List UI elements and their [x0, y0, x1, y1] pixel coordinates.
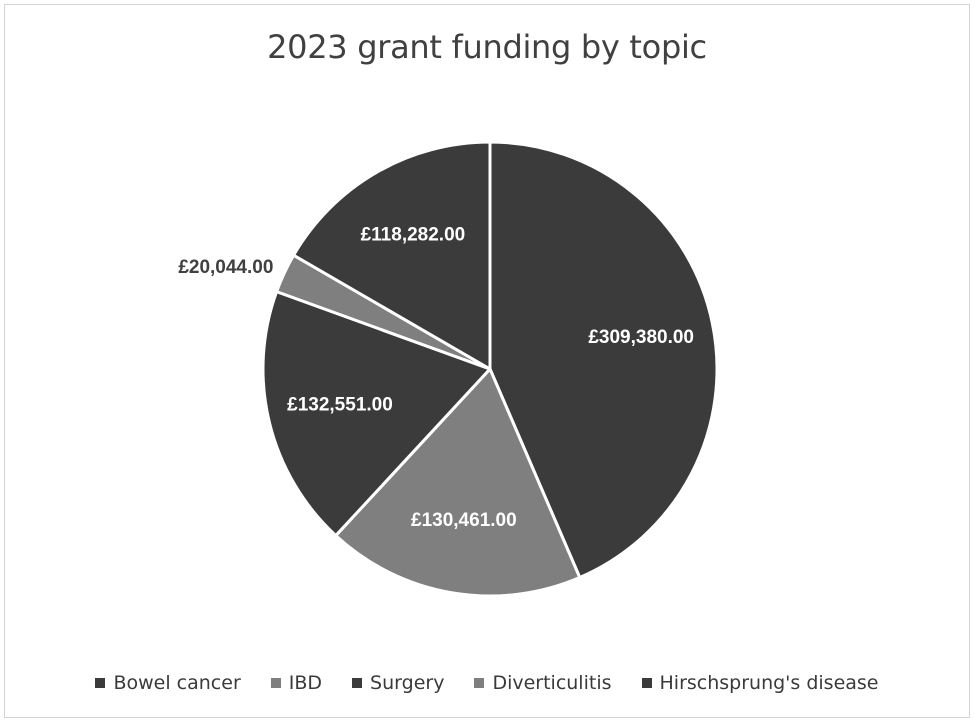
data-label-diverticulitis: £20,044.00 — [178, 257, 273, 278]
data-label-bowel-cancer: £309,380.00 — [588, 327, 694, 348]
legend-swatch — [270, 678, 281, 688]
data-label-ibd: £130,461.00 — [411, 510, 517, 531]
chart-title: 2023 grant funding by topic — [267, 28, 707, 66]
legend-item-diverticulitis: Diverticulitis — [474, 672, 612, 694]
pie-slice-hirschsprung-s-disease — [292, 140, 492, 371]
legend-item-hirschsprung-s-disease: Hirschsprung's disease — [641, 672, 879, 694]
legend-item-ibd: IBD — [270, 672, 323, 694]
chart-legend: Bowel cancer IBD Surgery Diverticulitis Hirs… — [0, 672, 974, 694]
legend-swatch — [474, 678, 485, 688]
legend-label: IBD — [288, 672, 323, 694]
data-label-surgery: £132,551.00 — [287, 394, 393, 415]
legend-item-surgery: Surgery — [352, 672, 444, 694]
pie-slice-bowel-cancer — [488, 140, 719, 580]
legend-item-bowel-cancer: Bowel cancer — [95, 672, 241, 694]
legend-label: Diverticulitis — [492, 672, 612, 694]
legend-swatch — [641, 678, 652, 688]
pie-slice-surgery — [261, 290, 492, 538]
legend-label: Bowel cancer — [113, 672, 241, 694]
legend-label: Surgery — [370, 672, 445, 694]
data-label-hirschsprung-s-disease: £118,282.00 — [361, 224, 466, 245]
legend-swatch — [95, 678, 106, 688]
pie-slice-ibd — [334, 367, 582, 598]
legend-swatch — [352, 678, 363, 688]
legend-label: Hirschsprung's disease — [659, 672, 879, 694]
